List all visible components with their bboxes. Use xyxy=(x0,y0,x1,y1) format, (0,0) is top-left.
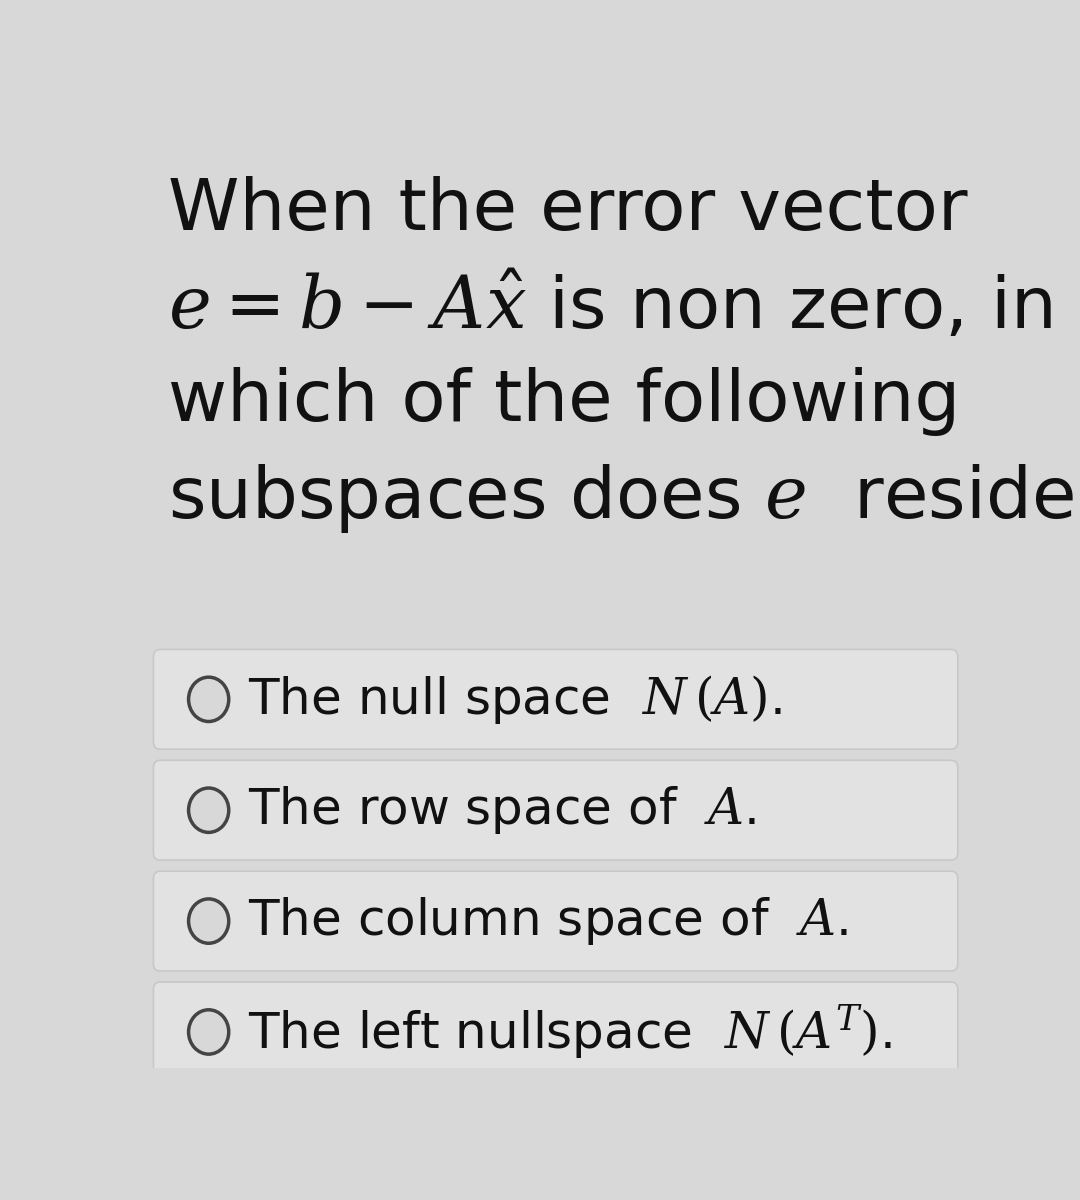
FancyBboxPatch shape xyxy=(153,982,958,1082)
Text: The left nullspace  $N\,(A^T)$.: The left nullspace $N\,(A^T)$. xyxy=(248,1003,892,1061)
Text: The column space of  $A$.: The column space of $A$. xyxy=(248,895,848,947)
Circle shape xyxy=(189,677,229,721)
Text: which of the following: which of the following xyxy=(168,367,961,436)
Circle shape xyxy=(189,1009,229,1054)
Text: subspaces does $e$  reside in?: subspaces does $e$ reside in? xyxy=(168,462,1080,535)
Text: The row space of  $A$.: The row space of $A$. xyxy=(248,785,756,836)
FancyBboxPatch shape xyxy=(153,761,958,860)
Text: $e = b - A\hat{x}$ is non zero, in: $e = b - A\hat{x}$ is non zero, in xyxy=(168,271,1053,344)
Circle shape xyxy=(189,788,229,833)
Text: When the error vector: When the error vector xyxy=(168,176,968,245)
FancyBboxPatch shape xyxy=(153,871,958,971)
Circle shape xyxy=(189,899,229,943)
FancyBboxPatch shape xyxy=(153,649,958,749)
Text: The null space  $N\,(A)$.: The null space $N\,(A)$. xyxy=(248,673,782,726)
